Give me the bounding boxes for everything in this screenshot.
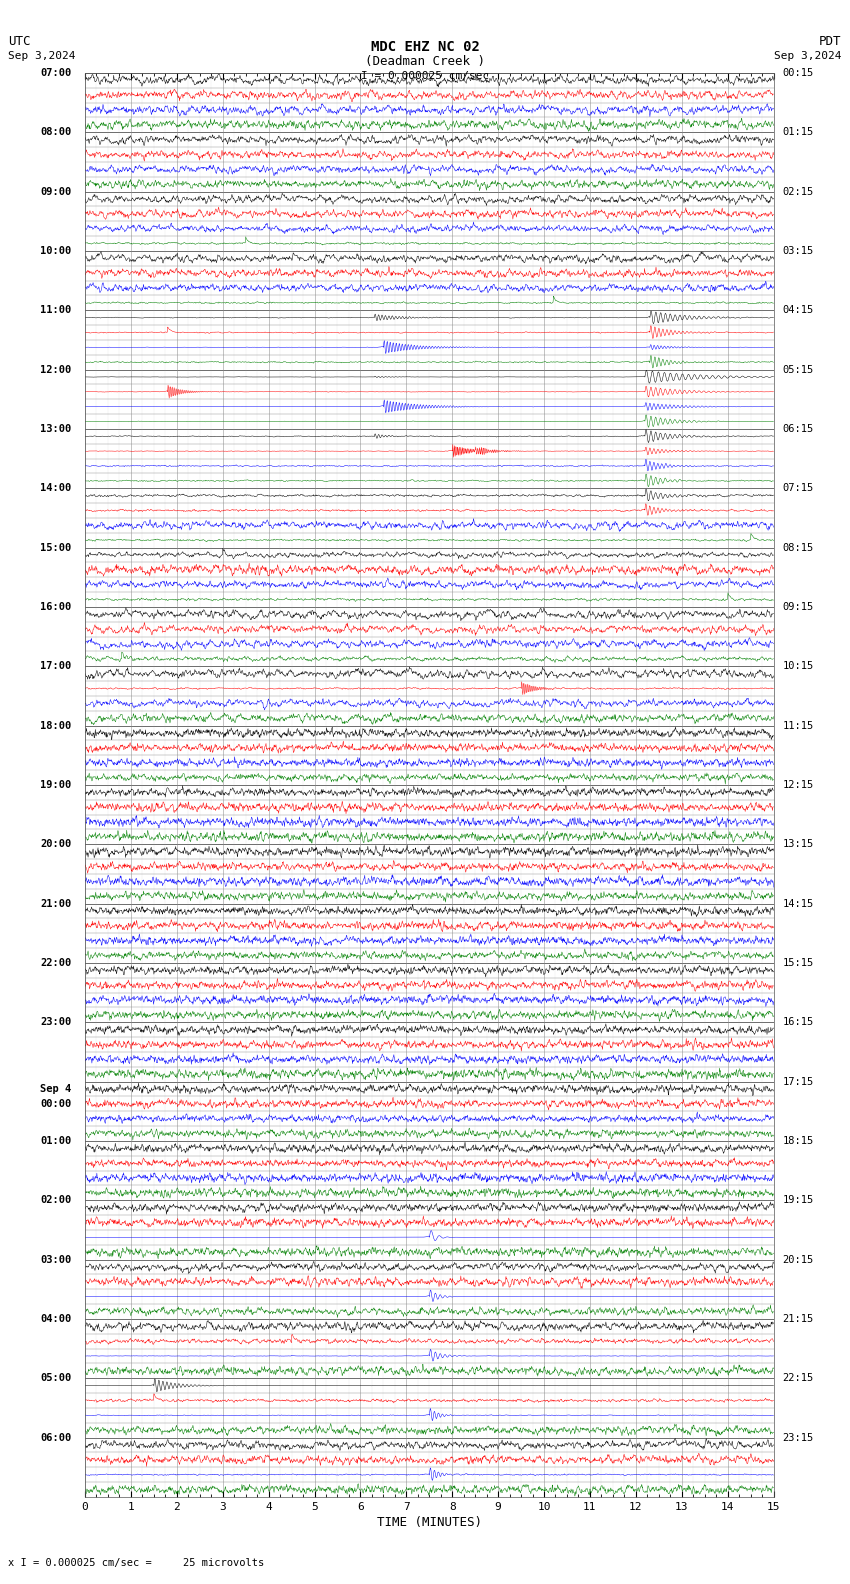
Text: 04:00: 04:00 (40, 1313, 71, 1324)
Text: 03:15: 03:15 (783, 246, 814, 257)
Text: 17:15: 17:15 (783, 1077, 814, 1087)
Text: 02:15: 02:15 (783, 187, 814, 196)
Text: 11:15: 11:15 (783, 721, 814, 730)
Text: 08:15: 08:15 (783, 543, 814, 553)
Text: 06:00: 06:00 (40, 1432, 71, 1443)
Text: 07:00: 07:00 (40, 68, 71, 78)
Text: 13:00: 13:00 (40, 425, 71, 434)
Text: 12:15: 12:15 (783, 779, 814, 790)
Text: 05:15: 05:15 (783, 364, 814, 374)
Text: 10:00: 10:00 (40, 246, 71, 257)
Text: 05:00: 05:00 (40, 1373, 71, 1383)
Text: 15:00: 15:00 (40, 543, 71, 553)
Text: 22:15: 22:15 (783, 1373, 814, 1383)
Text: Sep 3,2024: Sep 3,2024 (8, 51, 76, 60)
X-axis label: TIME (MINUTES): TIME (MINUTES) (377, 1516, 482, 1529)
Text: UTC: UTC (8, 35, 31, 48)
Text: 08:00: 08:00 (40, 127, 71, 138)
Text: 21:00: 21:00 (40, 898, 71, 909)
Text: 23:00: 23:00 (40, 1017, 71, 1026)
Text: 13:15: 13:15 (783, 840, 814, 849)
Text: I = 0.000025 cm/sec: I = 0.000025 cm/sec (361, 71, 489, 81)
Text: 00:00: 00:00 (40, 1099, 71, 1109)
Text: 23:15: 23:15 (783, 1432, 814, 1443)
Text: PDT: PDT (819, 35, 842, 48)
Text: 21:15: 21:15 (783, 1313, 814, 1324)
Text: 16:15: 16:15 (783, 1017, 814, 1026)
Text: x I = 0.000025 cm/sec =     25 microvolts: x I = 0.000025 cm/sec = 25 microvolts (8, 1559, 264, 1568)
Text: 20:00: 20:00 (40, 840, 71, 849)
Text: 04:15: 04:15 (783, 306, 814, 315)
Text: 12:00: 12:00 (40, 364, 71, 374)
Text: 18:15: 18:15 (783, 1136, 814, 1145)
Text: 14:00: 14:00 (40, 483, 71, 493)
Text: 17:00: 17:00 (40, 661, 71, 672)
Text: 06:15: 06:15 (783, 425, 814, 434)
Text: 14:15: 14:15 (783, 898, 814, 909)
Text: 00:15: 00:15 (783, 68, 814, 78)
Text: (Deadman Creek ): (Deadman Creek ) (365, 55, 485, 68)
Text: 18:00: 18:00 (40, 721, 71, 730)
Text: 19:15: 19:15 (783, 1196, 814, 1205)
Text: 01:00: 01:00 (40, 1136, 71, 1145)
Text: 01:15: 01:15 (783, 127, 814, 138)
Text: 03:00: 03:00 (40, 1255, 71, 1264)
Text: 09:15: 09:15 (783, 602, 814, 611)
Text: 20:15: 20:15 (783, 1255, 814, 1264)
Text: 09:00: 09:00 (40, 187, 71, 196)
Text: 16:00: 16:00 (40, 602, 71, 611)
Text: Sep 3,2024: Sep 3,2024 (774, 51, 842, 60)
Text: Sep 4: Sep 4 (40, 1083, 71, 1095)
Text: 19:00: 19:00 (40, 779, 71, 790)
Text: 22:00: 22:00 (40, 958, 71, 968)
Text: 10:15: 10:15 (783, 661, 814, 672)
Text: 15:15: 15:15 (783, 958, 814, 968)
Text: 02:00: 02:00 (40, 1196, 71, 1205)
Text: MDC EHZ NC 02: MDC EHZ NC 02 (371, 40, 479, 54)
Text: 11:00: 11:00 (40, 306, 71, 315)
Text: 07:15: 07:15 (783, 483, 814, 493)
